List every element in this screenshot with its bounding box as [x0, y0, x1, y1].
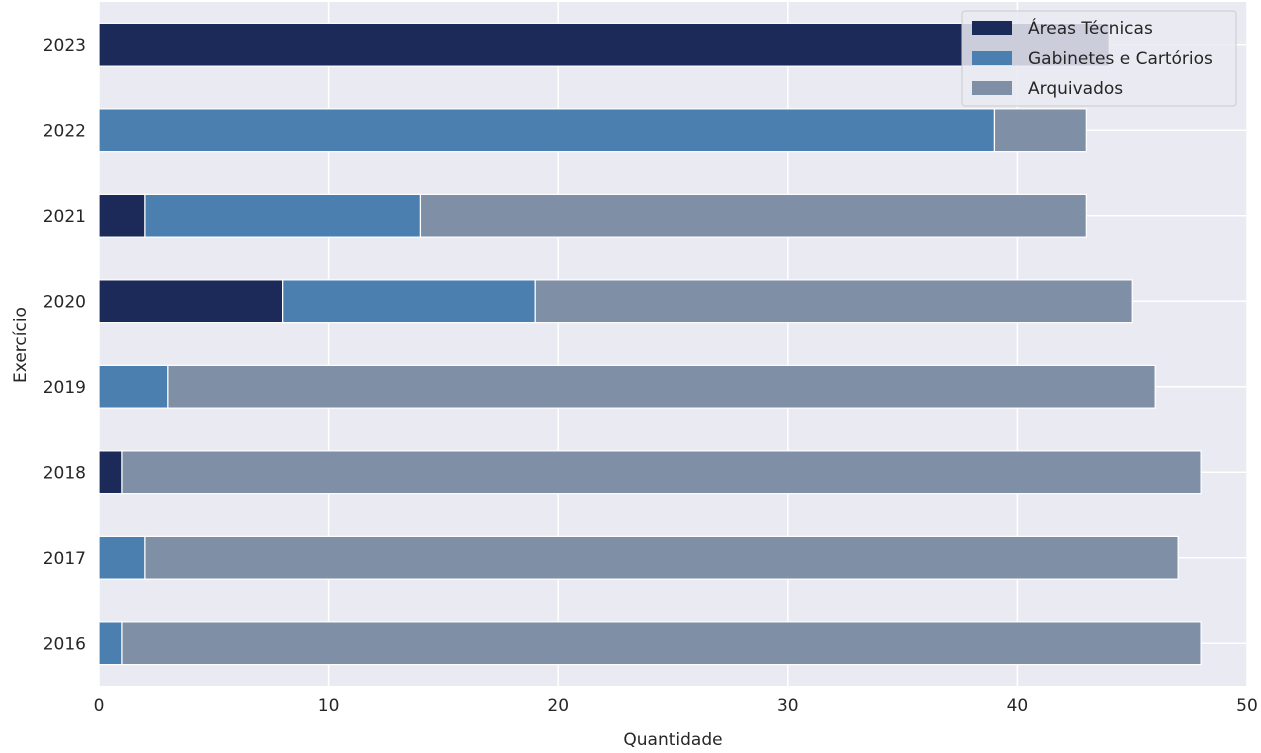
bar-2020-arquivados [534, 279, 1133, 324]
x-tick-label: 0 [94, 696, 105, 716]
y-axis-ticks: 2016 2017 2018 2019 2020 2021 2022 2023 [43, 36, 86, 655]
x-tick-label: 40 [1007, 696, 1029, 716]
bar-2020--reas-t-cnicas [98, 279, 284, 324]
y-tick-label: 2017 [43, 549, 86, 569]
bar-2017-arquivados [144, 535, 1179, 580]
bar-2019-arquivados [167, 364, 1156, 409]
bar-2021-arquivados [419, 193, 1087, 238]
bar-2017-gabinetes-e-cart-rios [98, 535, 146, 580]
y-tick-label: 2020 [43, 292, 86, 312]
bar-2019-gabinetes-e-cart-rios [98, 364, 169, 409]
bar-2022-arquivados [993, 108, 1087, 153]
y-axis-title: Exercício [11, 307, 31, 383]
y-tick-label: 2018 [43, 463, 86, 483]
legend-swatch [972, 21, 1012, 35]
bars [98, 22, 1202, 666]
legend-swatch [972, 81, 1012, 95]
y-tick-label: 2022 [43, 121, 86, 141]
bar-2023--reas-t-cnicas [98, 22, 1110, 67]
y-tick-label: 2016 [43, 634, 86, 654]
legend-label: Gabinetes e Cartórios [1028, 49, 1213, 69]
bar-2020-gabinetes-e-cart-rios [282, 279, 536, 324]
bar-2016-gabinetes-e-cart-rios [98, 621, 123, 666]
x-tick-label: 10 [318, 696, 340, 716]
legend-box [961, 10, 1237, 107]
bar-2018--reas-t-cnicas [98, 450, 123, 495]
x-axis-ticks: 0 10 20 30 40 50 [94, 696, 1258, 716]
bar-2018-arquivados [121, 450, 1202, 495]
legend-label: Áreas Técnicas [1028, 17, 1153, 39]
bar-2021-gabinetes-e-cart-rios [144, 193, 422, 238]
legend: Áreas Técnicas Gabinetes e Cartórios Arqui… [961, 10, 1237, 107]
x-tick-label: 30 [777, 696, 799, 716]
x-tick-label: 20 [547, 696, 569, 716]
legend-label: Arquivados [1028, 79, 1123, 99]
y-tick-label: 2019 [43, 378, 86, 398]
bar-2016-arquivados [121, 621, 1202, 666]
x-axis-title: Quantidade [623, 730, 722, 750]
legend-swatch [972, 51, 1012, 65]
bar-2022-gabinetes-e-cart-rios [98, 108, 996, 153]
y-tick-label: 2023 [43, 36, 86, 56]
bar-2021--reas-t-cnicas [98, 193, 146, 238]
x-tick-label: 50 [1236, 696, 1258, 716]
y-tick-label: 2021 [43, 207, 86, 227]
